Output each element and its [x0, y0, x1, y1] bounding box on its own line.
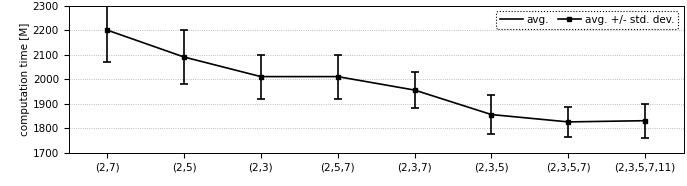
Legend: avg., avg. +/- std. dev.: avg., avg. +/- std. dev. — [495, 11, 678, 29]
Y-axis label: computation time [M]: computation time [M] — [20, 22, 30, 136]
